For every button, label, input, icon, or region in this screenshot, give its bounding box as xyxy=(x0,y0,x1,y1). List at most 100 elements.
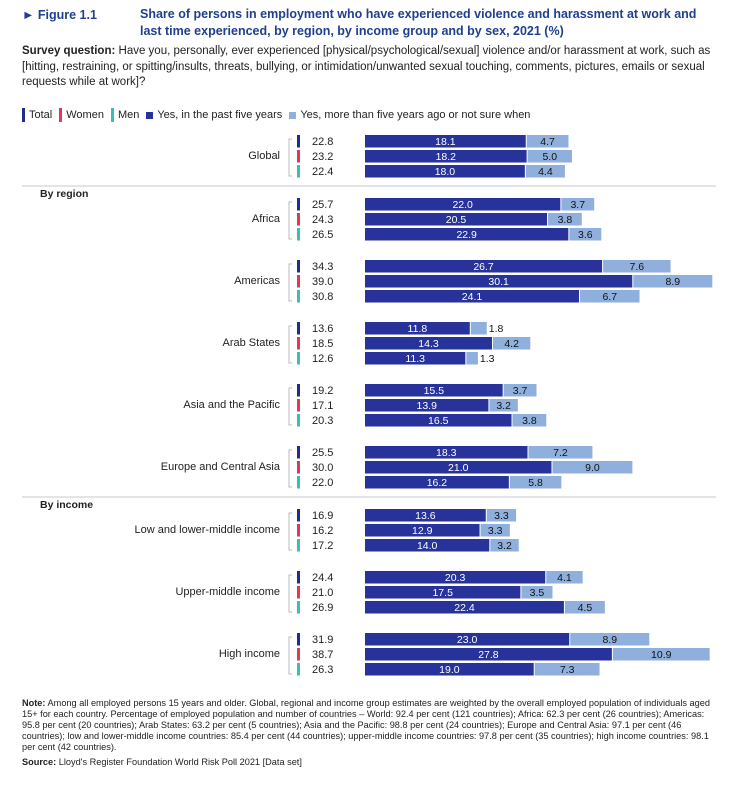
legend-over5: Yes, more than five years ago or not sur… xyxy=(289,109,530,121)
survey-label: Survey question: xyxy=(22,45,116,57)
bar-older-label: 3.2 xyxy=(496,400,511,412)
category-bracket xyxy=(288,263,292,302)
legend-total-label: Total xyxy=(29,109,53,121)
category-label: Asia and the Pacific xyxy=(183,399,280,411)
bar-older-label: 4.2 xyxy=(504,338,519,350)
bar-past-label: 13.9 xyxy=(416,400,437,412)
row-total-value: 26.3 xyxy=(312,664,333,676)
legend-past5: Yes, in the past five years xyxy=(146,109,282,121)
bar-older-or-unsure xyxy=(480,524,510,537)
chart-legend: Total Women Men Yes, in the past five ye… xyxy=(22,108,537,122)
sex-marker-men xyxy=(297,228,300,241)
bar-older-label: 6.7 xyxy=(602,291,617,303)
bar-older-label: 3.8 xyxy=(522,415,537,427)
bar-older-label: 4.1 xyxy=(557,572,572,584)
bar-past-label: 14.3 xyxy=(418,338,439,350)
bar-past-five-years xyxy=(365,260,603,273)
bar-past-label: 26.7 xyxy=(473,261,494,273)
bar-older-or-unsure xyxy=(527,150,573,163)
legend-men-swatch xyxy=(110,108,114,122)
bar-older-label: 10.9 xyxy=(651,649,672,661)
sex-marker-men xyxy=(297,352,300,365)
bar-older-or-unsure xyxy=(548,213,582,226)
bar-past-label: 23.0 xyxy=(457,634,478,646)
figure-title: Share of persons in employment who have … xyxy=(140,7,697,38)
bar-older-label: 3.5 xyxy=(530,587,545,599)
bar-past-five-years xyxy=(365,322,470,335)
bar-older-label: 4.7 xyxy=(540,136,555,148)
bar-past-five-years xyxy=(365,539,490,552)
bar-past-label: 15.5 xyxy=(424,385,445,397)
bar-older-or-unsure xyxy=(552,461,633,474)
sex-marker-women xyxy=(297,150,300,163)
bar-older-label: 5.0 xyxy=(543,151,558,163)
sex-marker-total xyxy=(297,633,300,646)
category-bracket xyxy=(288,636,292,675)
row-total-value: 30.8 xyxy=(312,291,333,303)
figure-label: ► Figure 1.1 xyxy=(22,8,97,22)
bar-older-or-unsure xyxy=(525,165,565,178)
sex-marker-total xyxy=(297,260,300,273)
category-bracket xyxy=(288,138,292,177)
survey-text: Have you, personally, ever experienced [… xyxy=(22,45,711,88)
category-bracket xyxy=(288,387,292,426)
bar-past-label: 20.3 xyxy=(445,572,466,584)
bar-older-label: 9.0 xyxy=(585,462,600,474)
sex-marker-women xyxy=(297,275,300,288)
bar-older-or-unsure xyxy=(603,260,671,273)
sex-marker-men xyxy=(297,414,300,427)
legend-women: Women xyxy=(59,108,104,122)
category-label: Americas xyxy=(234,275,280,287)
row-total-value: 38.7 xyxy=(312,649,333,661)
sex-marker-total xyxy=(297,384,300,397)
row-total-value: 30.0 xyxy=(312,462,333,474)
bar-older-or-unsure xyxy=(486,509,517,522)
row-total-value: 25.7 xyxy=(312,199,333,211)
bar-older-label: 1.3 xyxy=(480,353,495,365)
bar-past-five-years xyxy=(365,446,528,459)
bar-past-label: 18.0 xyxy=(435,166,456,178)
bar-past-label: 17.5 xyxy=(432,587,453,599)
bar-older-or-unsure xyxy=(569,228,602,241)
bar-older-or-unsure xyxy=(633,275,713,288)
row-total-value: 22.4 xyxy=(312,166,333,178)
bar-past-label: 16.5 xyxy=(428,415,449,427)
bar-past-label: 30.1 xyxy=(488,276,509,288)
bar-older-label: 5.8 xyxy=(528,477,543,489)
bar-past-five-years xyxy=(365,601,564,614)
bar-past-five-years xyxy=(365,663,534,676)
category-label: Global xyxy=(248,150,280,162)
bar-older-or-unsure xyxy=(509,476,562,489)
bar-past-label: 13.6 xyxy=(415,510,436,522)
category-label: High income xyxy=(219,648,280,660)
sex-marker-women xyxy=(297,461,300,474)
category-bracket xyxy=(288,574,292,613)
sex-marker-men xyxy=(297,663,300,676)
bar-older-label: 7.6 xyxy=(630,261,645,273)
bar-past-five-years xyxy=(365,352,466,365)
bar-older-label: 7.2 xyxy=(553,447,568,459)
row-total-value: 22.8 xyxy=(312,136,333,148)
bar-older-or-unsure xyxy=(503,384,537,397)
sex-marker-men xyxy=(297,539,300,552)
bar-older-or-unsure xyxy=(564,601,605,614)
section-heading: By region xyxy=(40,188,88,200)
bar-older-or-unsure xyxy=(512,414,547,427)
row-total-value: 23.2 xyxy=(312,151,333,163)
bar-older-label: 4.5 xyxy=(578,602,593,614)
bar-past-label: 24.1 xyxy=(462,291,483,303)
sex-marker-total xyxy=(297,571,300,584)
sex-marker-women xyxy=(297,399,300,412)
sex-marker-total xyxy=(297,446,300,459)
bar-past-five-years xyxy=(365,384,503,397)
sex-marker-total xyxy=(297,135,300,148)
category-label: Arab States xyxy=(223,337,281,349)
row-total-value: 17.1 xyxy=(312,400,333,412)
row-total-value: 20.3 xyxy=(312,415,333,427)
category-bracket xyxy=(288,201,292,240)
bar-older-or-unsure xyxy=(612,648,710,661)
category-label: Upper-middle income xyxy=(175,586,280,598)
bar-past-five-years xyxy=(365,414,512,427)
bar-older-or-unsure xyxy=(534,663,600,676)
legend-past5-label: Yes, in the past five years xyxy=(157,109,283,121)
